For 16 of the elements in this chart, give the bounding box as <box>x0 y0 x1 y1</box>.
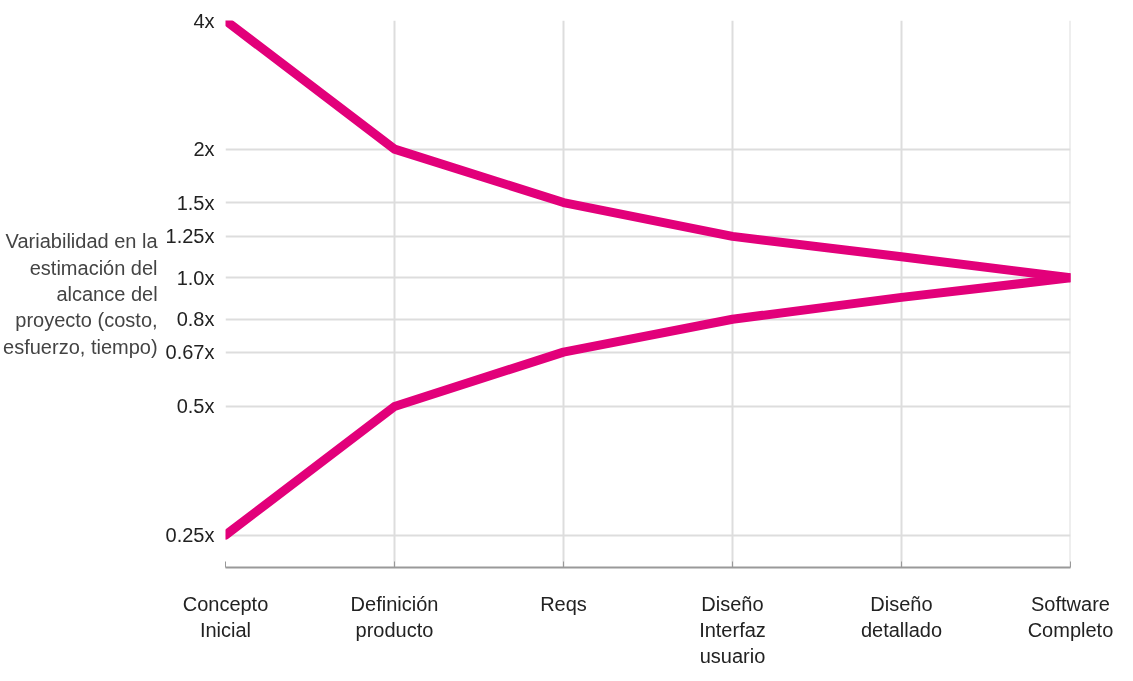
y-tick-label: 4x <box>193 9 215 32</box>
y-tick-label: 0.67x <box>165 341 215 364</box>
y-tick-label: 1.5x <box>176 191 215 214</box>
x-tick-label: Reqs <box>540 592 587 615</box>
x-tick-label: Diseño Interfaz usuario <box>699 592 766 668</box>
y-axis-title: Variabilidad en la estimación del alcance del proyecto (costo, esfuerzo, tiempo) <box>3 230 159 358</box>
y-tick-label: 0.5x <box>176 395 215 418</box>
y-tick-label: 1.25x <box>165 225 215 248</box>
y-tick-label: 0.25x <box>165 524 215 547</box>
y-tick-label: 0.8x <box>176 308 215 331</box>
x-tick-label: Definición producto <box>350 592 439 641</box>
x-tick-label: Software Completo <box>1027 592 1114 641</box>
y-tick-label: 2x <box>193 138 215 161</box>
x-tick-label: Diseño detallado <box>860 592 943 641</box>
y-tick-label: 1.0x <box>176 266 215 289</box>
x-tick-label: Concepto Inicial <box>182 592 269 641</box>
